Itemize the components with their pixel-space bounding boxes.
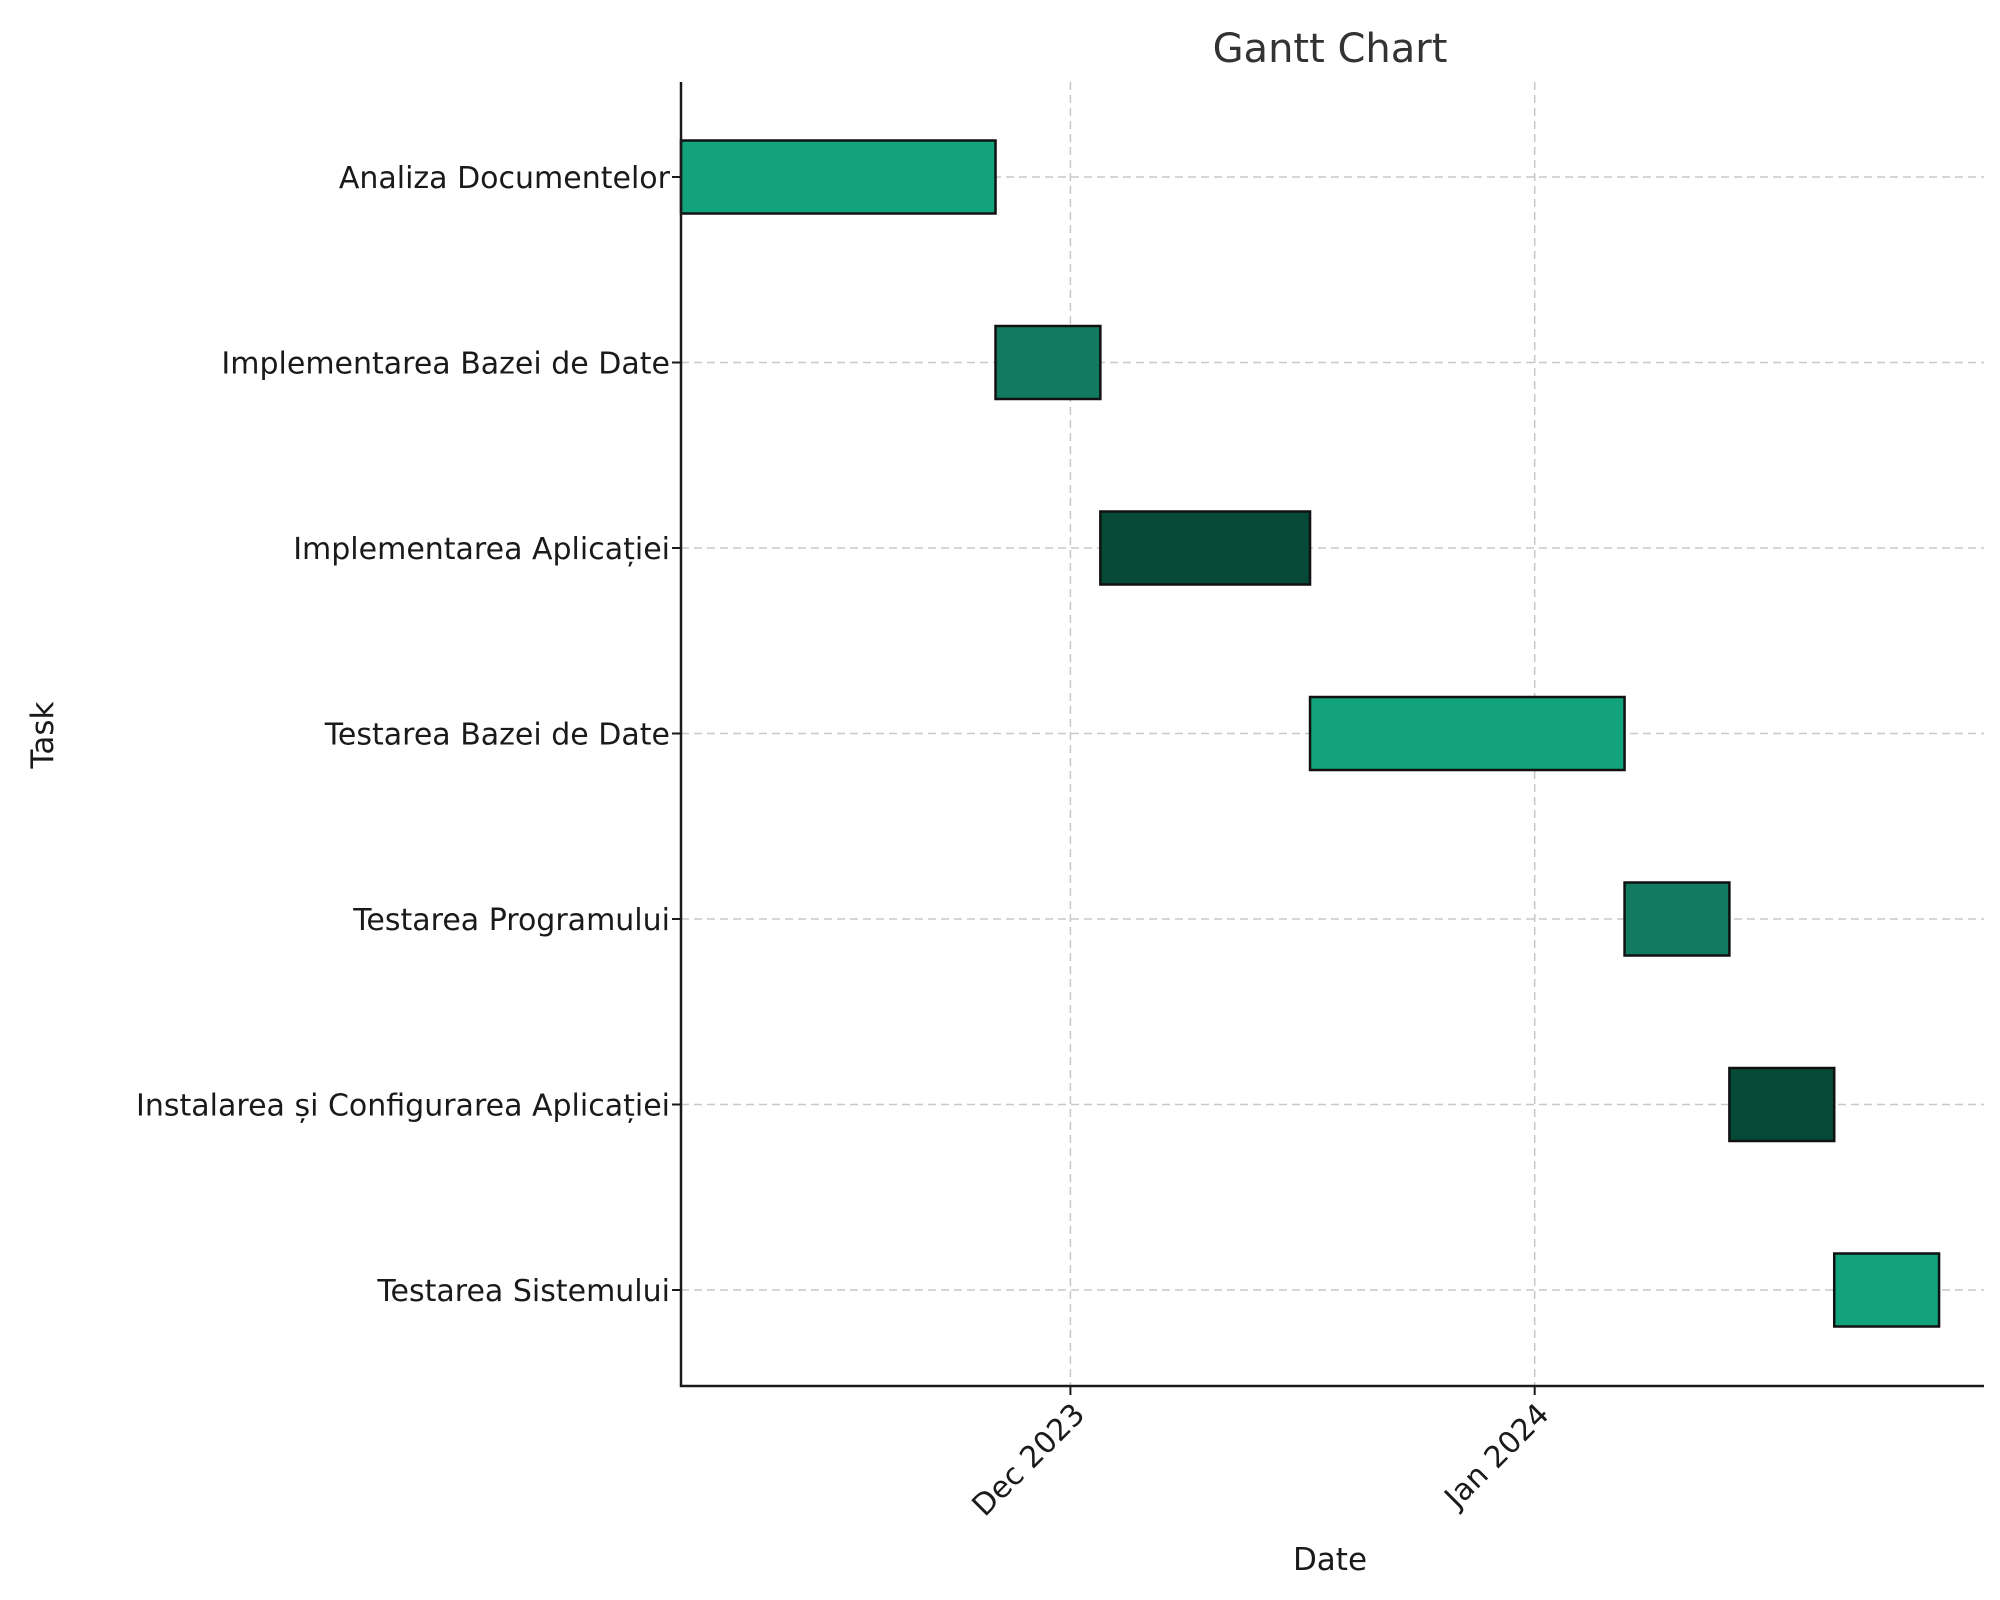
y-tick-label: Implementarea Bazei de Date xyxy=(221,347,670,382)
gantt-bar xyxy=(1832,1252,1941,1328)
axis-spines xyxy=(679,82,1984,1388)
y-tick-label: Implementarea Aplicației xyxy=(293,532,670,567)
gantt-bar xyxy=(1623,881,1731,957)
y-tick-label: Testarea Programului xyxy=(352,903,670,938)
y-tick-label: Instalarea și Configurarea Aplicației xyxy=(136,1089,670,1124)
gantt-bar xyxy=(1099,510,1312,586)
chart-title: Gantt Chart xyxy=(1213,26,1448,72)
gantt-bar xyxy=(1308,695,1626,772)
x-tick-label: Jan 2024 xyxy=(1437,1397,1557,1517)
y-tick-label: Testarea Bazei de Date xyxy=(324,718,670,753)
axis-layer: Analiza Documentelor Implementarea Bazei … xyxy=(136,82,1984,1523)
y-tick-label: Analiza Documentelor xyxy=(339,161,671,196)
y-axis-label: Task xyxy=(25,702,61,770)
bar-layer xyxy=(679,139,1941,1328)
gantt-bar xyxy=(679,139,997,215)
y-tick-label: Testarea Sistemului xyxy=(376,1274,670,1309)
x-tick-label: Dec 2023 xyxy=(966,1397,1093,1524)
gantt-bar xyxy=(994,324,1102,401)
gantt-bar xyxy=(1728,1066,1836,1143)
x-axis-label: Date xyxy=(1293,1542,1367,1578)
